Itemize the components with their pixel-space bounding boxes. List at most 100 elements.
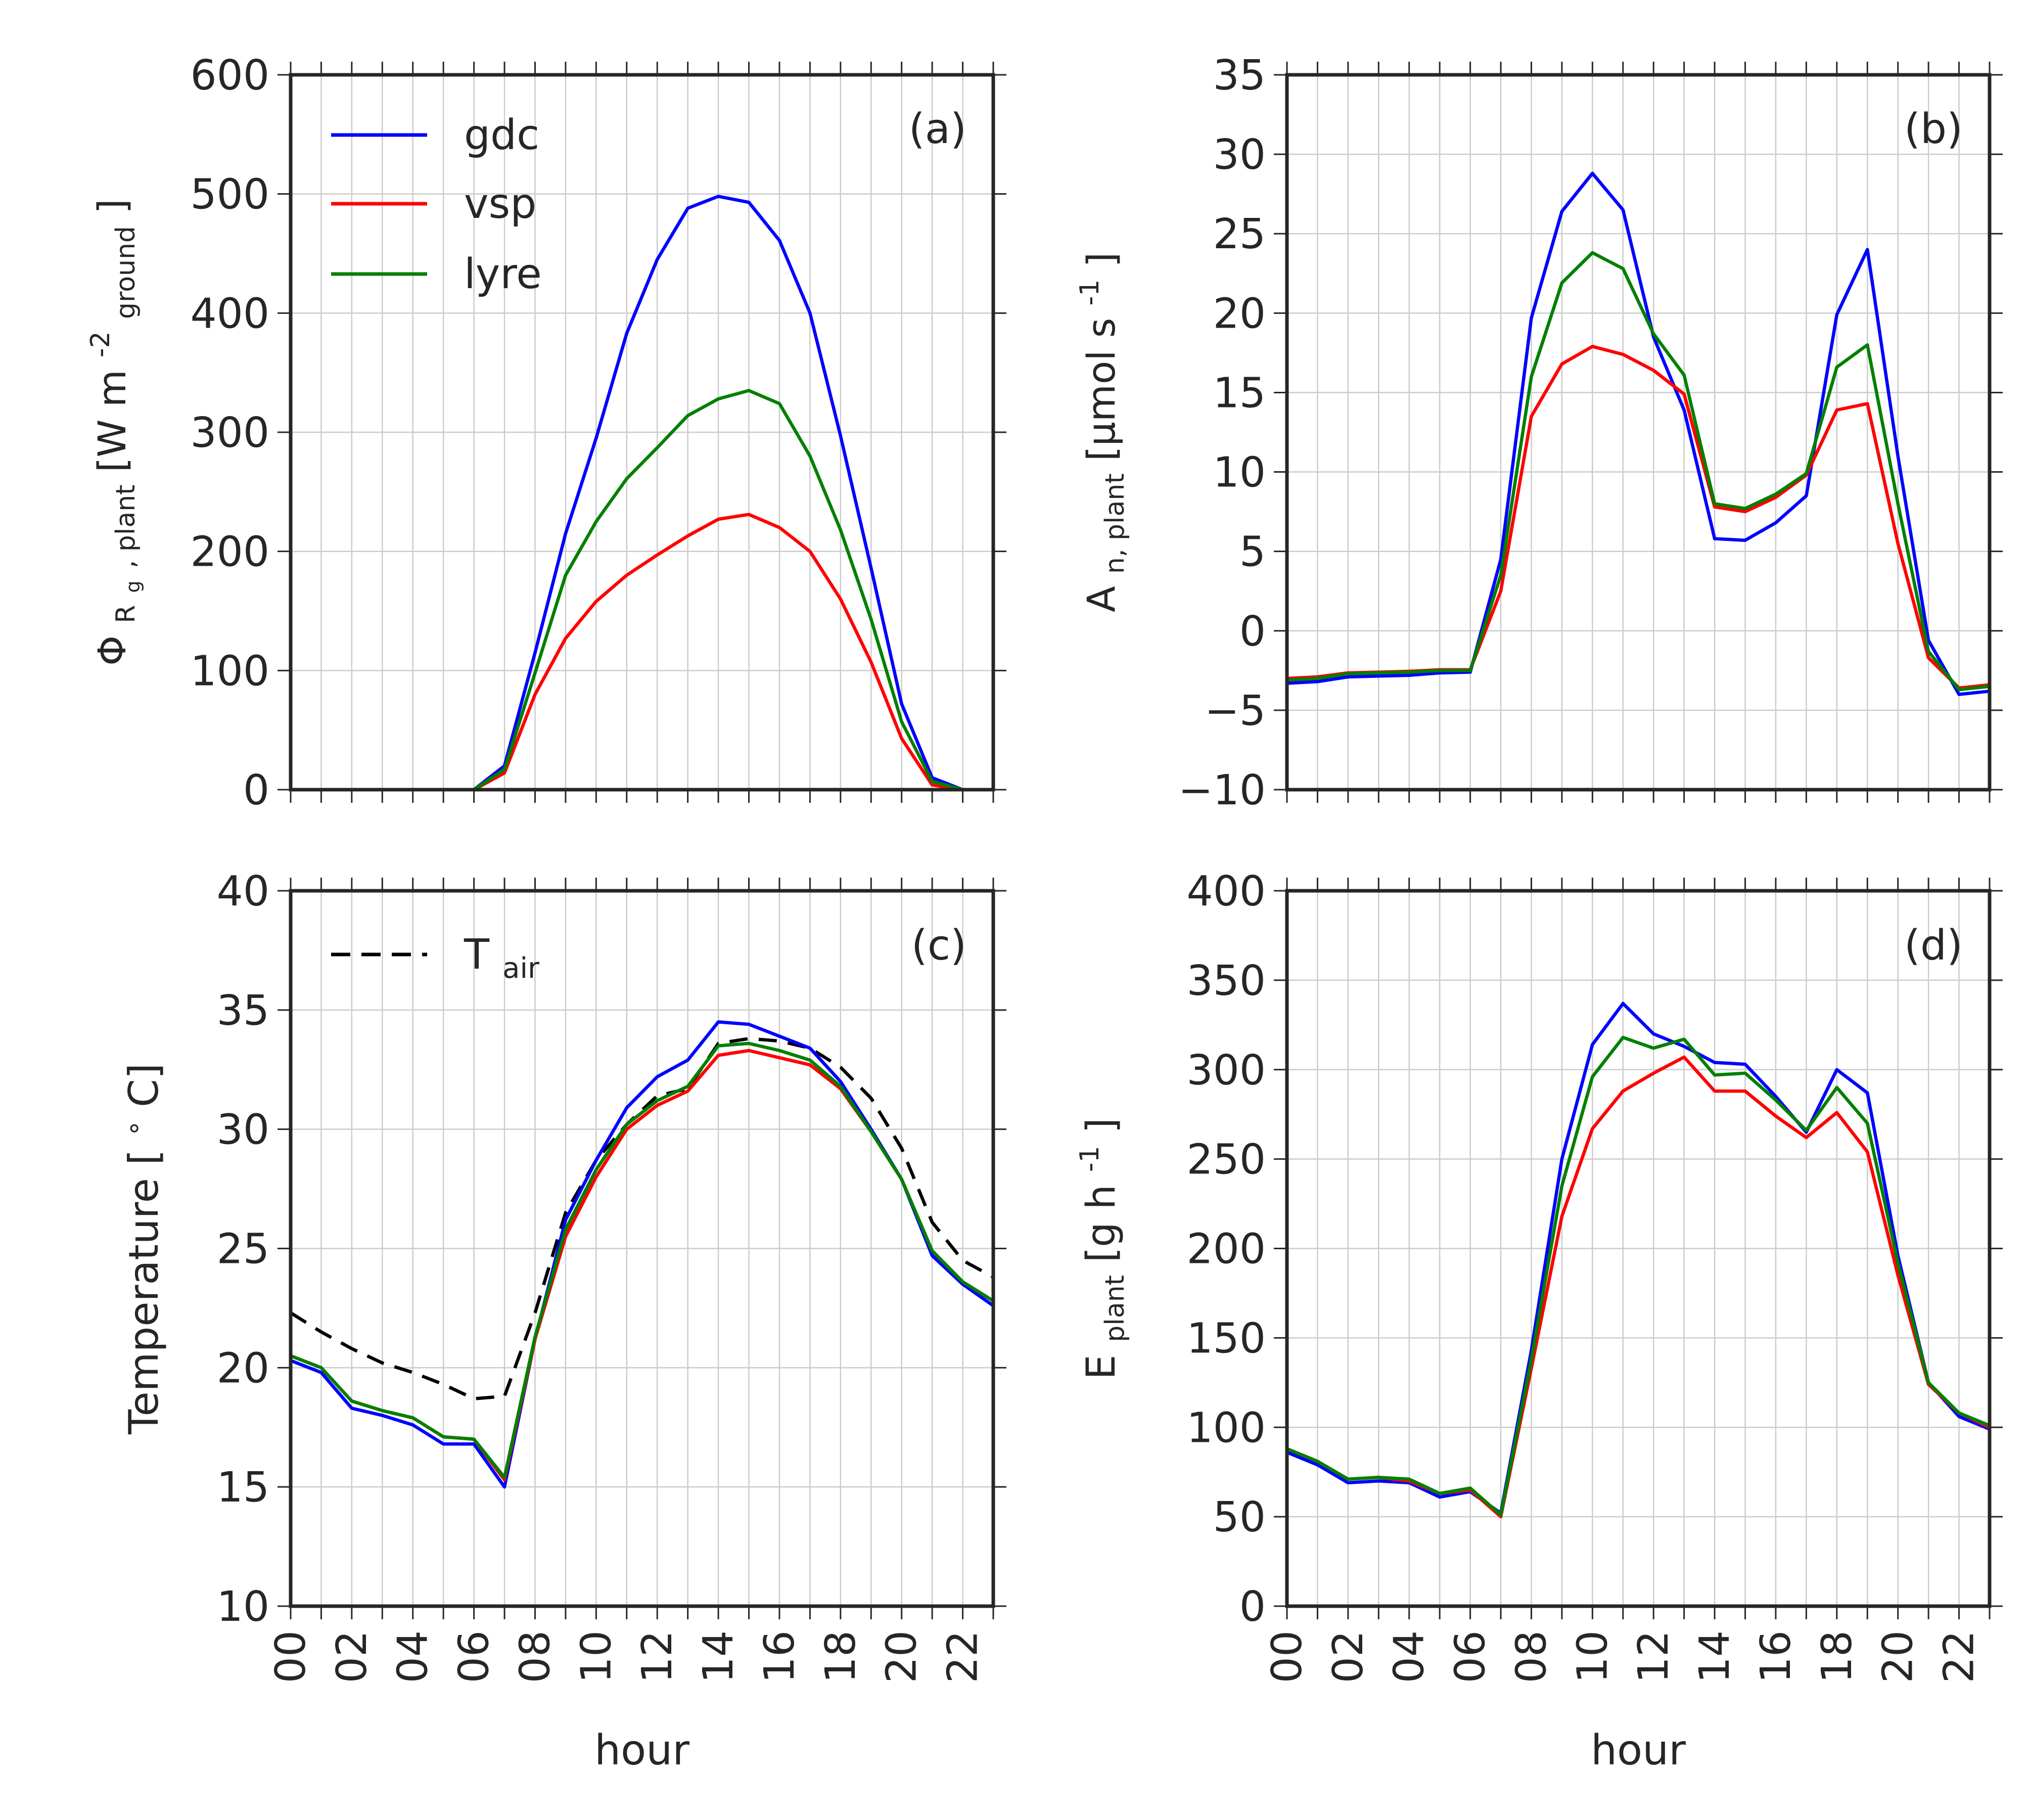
series-line-gdc xyxy=(290,1020,994,1489)
y-tick-label: 10 xyxy=(1213,449,1266,497)
y-tick-label: −10 xyxy=(1178,766,1266,814)
series-line-lyre xyxy=(290,1041,994,1479)
panel-a-ylabel-main: Φ xyxy=(89,635,134,666)
x-tick-label: 08 xyxy=(511,1630,559,1683)
panel-a-ylabel-unit-sub: ground xyxy=(111,226,141,319)
y-tick-label: 600 xyxy=(190,52,269,100)
legend-label-tair-sub: air xyxy=(502,952,540,985)
x-tick-label: 04 xyxy=(1386,1630,1434,1683)
y-tick-label: 0 xyxy=(1239,608,1266,656)
y-tick-label: 15 xyxy=(217,1464,269,1512)
y-tick-label: 300 xyxy=(190,409,269,457)
y-tick-label: 250 xyxy=(1186,1136,1266,1184)
y-tick-label: 35 xyxy=(1213,52,1266,100)
y-tick-label: 500 xyxy=(190,171,269,219)
panel-d-ticks: 00 02 04 06 08 10 12 14 16 18 20 22 0 50 100 150 200 250 3… xyxy=(1186,868,2003,1683)
panel-d-ylabel-unit-post: ] xyxy=(1079,1118,1124,1133)
series-line-vsp xyxy=(1286,345,1990,690)
x-tick-label: 14 xyxy=(1691,1630,1739,1683)
panel-a-series xyxy=(473,195,963,792)
y-tick-label: 400 xyxy=(190,290,269,338)
legend-label-tair-main: T xyxy=(464,931,490,979)
panel-a-ylabel-unit-pre: [W m xyxy=(89,370,134,472)
x-tick-label: 12 xyxy=(1630,1630,1678,1683)
panel-c-ylabel-main: Temperature [ xyxy=(120,1150,167,1435)
panel-b-ylabel-unit-post: ] xyxy=(1079,252,1124,267)
x-tick-label: 08 xyxy=(1507,1630,1555,1683)
series-line-vsp xyxy=(1286,1055,1991,1519)
y-tick-label: 40 xyxy=(217,868,269,916)
series-line-lyre xyxy=(1286,1035,1991,1517)
panel-d-xlabel: hour xyxy=(1591,1726,1686,1774)
x-tick-label: 14 xyxy=(695,1630,743,1683)
panel-c-ylabel-post: C] xyxy=(120,1063,167,1107)
y-tick-label: 100 xyxy=(190,647,269,695)
panel-a-ylabel-unit-post: ] xyxy=(89,199,134,214)
panel-a-ylabel: Φ R g , plant [W m -2 ground ] xyxy=(73,199,149,666)
panel-a: 0 100 200 300 400 500 600 (a) Φ R g , plant [W… xyxy=(73,52,1006,814)
panel-b-ticks: −10 −5 0 5 10 15 20 25 30 35 xyxy=(1178,52,2003,814)
panel-b-grid xyxy=(1286,74,1991,791)
y-tick-label: 0 xyxy=(243,766,269,814)
y-tick-label: 200 xyxy=(1186,1225,1266,1273)
x-tick-label: 00 xyxy=(267,1630,315,1683)
panel-d-ylabel-unit-sup: -1 xyxy=(1075,1146,1105,1172)
series-line-gdc xyxy=(1286,171,1990,696)
y-tick-label: 300 xyxy=(1186,1046,1266,1095)
x-tick-label: 16 xyxy=(756,1630,804,1683)
panel-c-label: (c) xyxy=(911,922,966,970)
y-tick-label: 350 xyxy=(1186,957,1266,1005)
panel-c-ylabel: Temperature [ ∘ C] xyxy=(105,1063,167,1435)
panel-b-label: (b) xyxy=(1904,105,1963,153)
y-tick-label: 25 xyxy=(1213,210,1266,258)
panel-a-label: (a) xyxy=(909,105,966,153)
panel-d-label: (d) xyxy=(1904,922,1963,970)
panel-a-legend: gdc vsp lyre xyxy=(331,111,542,298)
x-tick-label: 20 xyxy=(878,1630,926,1683)
x-tick-label: 02 xyxy=(1324,1630,1372,1683)
panel-c-ylabel-sup: ∘ xyxy=(119,1120,149,1137)
panel-a-ylabel-subrest: , plant xyxy=(111,484,141,568)
x-tick-label: 10 xyxy=(572,1630,620,1683)
x-tick-label: 10 xyxy=(1569,1630,1617,1683)
x-tick-label: 18 xyxy=(817,1630,865,1683)
x-tick-label: 22 xyxy=(939,1630,987,1683)
panel-a-ticks: 0 100 200 300 400 500 600 xyxy=(190,52,1006,814)
panel-d: 00 02 04 06 08 10 12 14 16 18 20 22 0 50 100 150 200 250 3… xyxy=(1075,868,2003,1774)
x-tick-label: 18 xyxy=(1813,1630,1861,1683)
y-tick-label: 30 xyxy=(1213,131,1266,179)
x-tick-label: 12 xyxy=(633,1630,681,1683)
y-tick-label: 200 xyxy=(190,528,269,576)
y-tick-label: 400 xyxy=(1186,868,1266,916)
panel-d-ylabel-unit-pre: [g h xyxy=(1079,1185,1124,1262)
panel-d-grid xyxy=(1286,890,1991,1607)
legend-label-gdc: gdc xyxy=(464,111,539,159)
panel-d-series xyxy=(1286,1002,1991,1519)
x-tick-label: 04 xyxy=(389,1630,437,1683)
panel-a-ylabel-subsub: g xyxy=(122,580,144,593)
series-line-gdc xyxy=(473,195,963,792)
y-tick-label: 25 xyxy=(217,1225,269,1273)
panel-a-ylabel-sub: R xyxy=(111,605,141,623)
series-line-lyre xyxy=(473,389,963,792)
x-tick-label: 02 xyxy=(328,1630,376,1683)
legend-label-tair: T air xyxy=(464,931,540,985)
series-line-vsp xyxy=(473,513,963,792)
panel-d-ylabel-sub: plant xyxy=(1100,1275,1130,1342)
y-tick-label: 50 xyxy=(1213,1493,1266,1541)
y-tick-label: 10 xyxy=(217,1583,269,1631)
series-line-gdc xyxy=(1286,1002,1991,1515)
panel-b-ylabel-unit-sup: -1 xyxy=(1075,280,1105,306)
panel-c-grid xyxy=(290,890,994,1607)
legend-label-lyre: lyre xyxy=(464,250,542,298)
y-tick-label: 0 xyxy=(1239,1583,1266,1631)
panel-c-xlabel: hour xyxy=(594,1726,689,1774)
panel-b-ylabel-unit-pre: [μmol s xyxy=(1079,318,1124,461)
x-tick-label: 16 xyxy=(1752,1630,1800,1683)
panel-d-ylabel-main: E xyxy=(1079,1355,1124,1380)
y-tick-label: 35 xyxy=(217,987,269,1035)
y-tick-label: 20 xyxy=(1213,290,1266,338)
y-tick-label: 5 xyxy=(1239,528,1266,576)
